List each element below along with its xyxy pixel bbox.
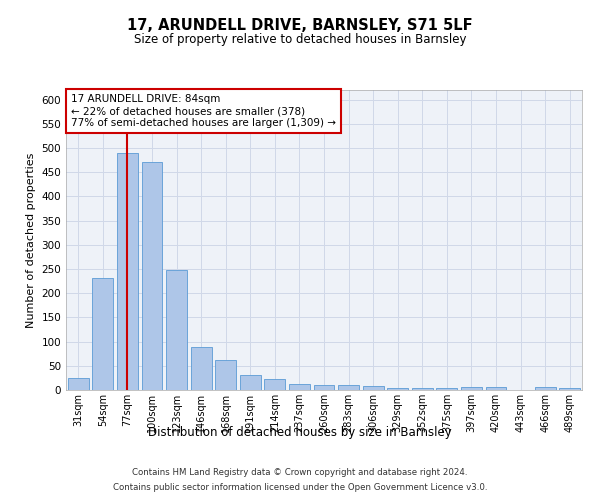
Bar xyxy=(362,386,383,390)
Text: Contains HM Land Registry data © Crown copyright and database right 2024.: Contains HM Land Registry data © Crown c… xyxy=(132,468,468,477)
Bar xyxy=(387,388,408,390)
Bar xyxy=(68,378,89,390)
Bar xyxy=(265,380,286,390)
Bar xyxy=(535,387,556,390)
Bar xyxy=(461,387,482,390)
Bar xyxy=(166,270,187,390)
Bar xyxy=(338,385,359,390)
Bar xyxy=(142,162,163,390)
Text: 17, ARUNDELL DRIVE, BARNSLEY, S71 5LF: 17, ARUNDELL DRIVE, BARNSLEY, S71 5LF xyxy=(127,18,473,32)
Bar xyxy=(436,388,457,390)
Bar xyxy=(314,384,334,390)
Bar xyxy=(559,388,580,390)
Text: Distribution of detached houses by size in Barnsley: Distribution of detached houses by size … xyxy=(148,426,452,439)
Text: Contains public sector information licensed under the Open Government Licence v3: Contains public sector information licen… xyxy=(113,483,487,492)
Bar xyxy=(412,388,433,390)
Bar xyxy=(191,348,212,390)
Y-axis label: Number of detached properties: Number of detached properties xyxy=(26,152,36,328)
Bar xyxy=(215,360,236,390)
Bar xyxy=(485,387,506,390)
Bar xyxy=(117,153,138,390)
Bar xyxy=(240,376,261,390)
Text: Size of property relative to detached houses in Barnsley: Size of property relative to detached ho… xyxy=(134,32,466,46)
Bar xyxy=(289,384,310,390)
Bar xyxy=(92,278,113,390)
Text: 17 ARUNDELL DRIVE: 84sqm
← 22% of detached houses are smaller (378)
77% of semi-: 17 ARUNDELL DRIVE: 84sqm ← 22% of detach… xyxy=(71,94,336,128)
